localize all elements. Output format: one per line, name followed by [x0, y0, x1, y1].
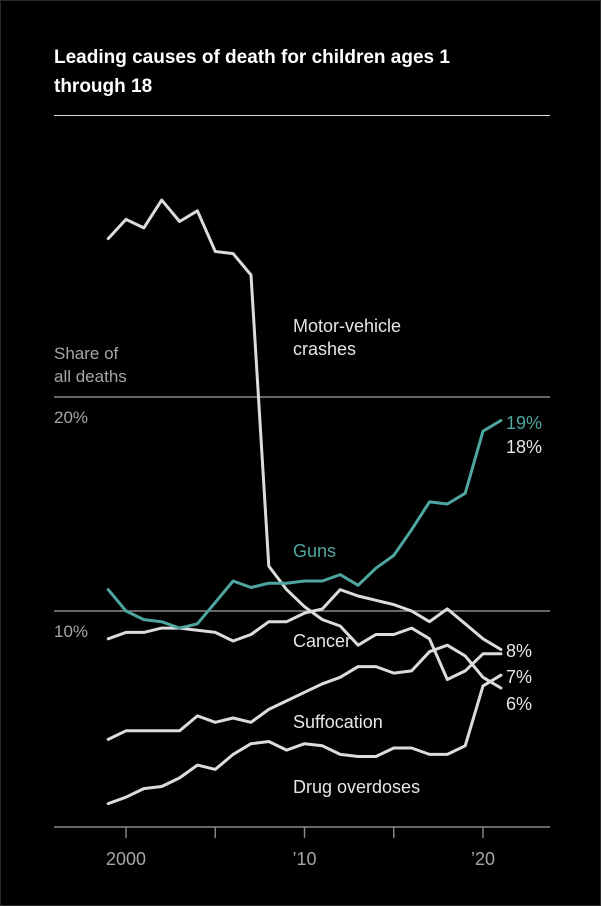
series-name-cancer: Cancer	[293, 631, 351, 651]
series-name-motor-vehicle-crashes-line-1: Motor-vehicle	[293, 316, 401, 336]
series-name-drug-overdoses: Drug overdoses	[293, 777, 420, 797]
x-tick-label-2010: ’10	[292, 849, 316, 869]
x-tick-label-2000: 2000	[106, 849, 146, 869]
series-name-motor-vehicle-crashes-line-2: crashes	[293, 339, 356, 359]
series-line-drug-overdoses	[106, 673, 503, 806]
chart-title: Leading causes of death for children age…	[54, 47, 450, 97]
y-tick-label-10pct: 10%	[54, 622, 88, 641]
end-label-guns: 19%	[506, 413, 542, 433]
series-line-motor-vehicle-crashes	[106, 198, 503, 681]
series-name-guns: Guns	[293, 541, 336, 561]
series-line-cancer	[106, 588, 503, 651]
series-name-suffocation: Suffocation	[293, 712, 383, 732]
end-label-drug-overdoses: 7%	[506, 667, 532, 687]
end-label-motor-vehicle-crashes: 18%	[506, 437, 542, 457]
end-label-cancer: 8%	[506, 641, 532, 661]
y-axis-label-line-1: Share of	[54, 344, 119, 363]
series-line-guns	[106, 419, 503, 630]
end-label-suffocation: 6%	[506, 694, 532, 714]
x-tick-label-2020: ’20	[471, 849, 495, 869]
y-tick-label-20pct: 20%	[54, 408, 88, 427]
y-axis-label-line-2: all deaths	[54, 367, 127, 386]
title-divider	[54, 115, 550, 116]
